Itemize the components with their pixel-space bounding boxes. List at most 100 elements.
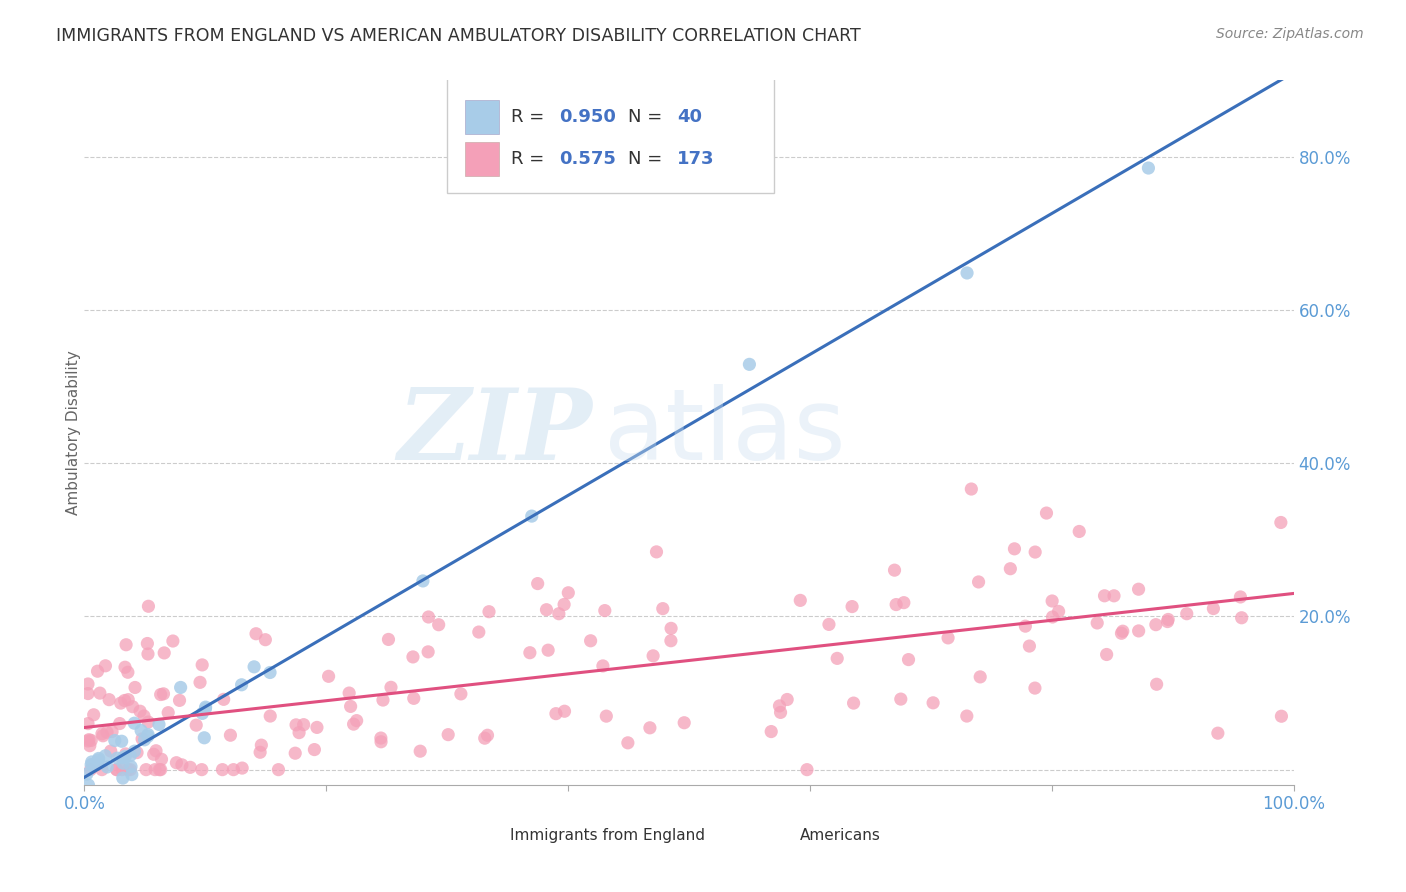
- Point: [370, 735, 392, 749]
- Point: [211, 763, 233, 777]
- Point: [194, 700, 217, 714]
- Point: [91, 729, 114, 743]
- Point: [243, 660, 266, 674]
- FancyBboxPatch shape: [744, 824, 789, 848]
- FancyBboxPatch shape: [453, 824, 499, 848]
- Point: [121, 767, 143, 781]
- Point: [651, 601, 673, 615]
- Point: [212, 692, 235, 706]
- Point: [1144, 617, 1167, 632]
- Point: [245, 626, 267, 640]
- Point: [105, 763, 128, 777]
- Point: [789, 593, 811, 607]
- Point: [179, 760, 201, 774]
- Point: [77, 677, 100, 691]
- Point: [673, 715, 696, 730]
- Point: [188, 675, 211, 690]
- Text: 40: 40: [676, 108, 702, 126]
- Point: [112, 756, 135, 771]
- Point: [77, 778, 100, 792]
- Point: [1206, 726, 1229, 740]
- Point: [136, 729, 159, 743]
- Point: [96, 725, 118, 739]
- Point: [191, 657, 214, 672]
- Point: [120, 748, 142, 763]
- Point: [617, 736, 640, 750]
- Point: [437, 728, 460, 742]
- Point: [547, 607, 569, 621]
- Point: [117, 763, 139, 777]
- Point: [149, 688, 172, 702]
- Point: [1024, 681, 1046, 695]
- Point: [1270, 709, 1292, 723]
- Point: [536, 603, 558, 617]
- Text: R =: R =: [512, 108, 550, 126]
- Point: [136, 636, 159, 650]
- Text: atlas: atlas: [605, 384, 846, 481]
- Point: [841, 599, 863, 614]
- Text: N =: N =: [628, 108, 668, 126]
- Point: [136, 714, 159, 729]
- Point: [86, 756, 108, 770]
- Point: [114, 747, 136, 761]
- Point: [339, 699, 361, 714]
- Point: [162, 634, 184, 648]
- Point: [114, 749, 136, 764]
- Point: [884, 598, 907, 612]
- Point: [645, 545, 668, 559]
- Point: [371, 693, 394, 707]
- Point: [153, 646, 176, 660]
- Point: [380, 681, 402, 695]
- Point: [890, 692, 912, 706]
- Point: [659, 633, 682, 648]
- Point: [129, 723, 152, 738]
- Point: [125, 746, 148, 760]
- Text: IMMIGRANTS FROM ENGLAND VS AMERICAN AMBULATORY DISABILITY CORRELATION CHART: IMMIGRANTS FROM ENGLAND VS AMERICAN AMBU…: [56, 27, 860, 45]
- Point: [377, 632, 399, 647]
- Point: [402, 649, 425, 664]
- Point: [134, 732, 156, 747]
- Point: [250, 738, 273, 752]
- Point: [1137, 161, 1160, 175]
- Point: [110, 696, 132, 710]
- Point: [98, 692, 121, 706]
- Point: [284, 746, 307, 760]
- Point: [105, 763, 128, 777]
- Point: [157, 706, 180, 720]
- Point: [1035, 506, 1057, 520]
- Point: [769, 706, 792, 720]
- Point: [111, 763, 134, 777]
- Point: [342, 717, 364, 731]
- Point: [117, 665, 139, 680]
- Point: [191, 763, 214, 777]
- FancyBboxPatch shape: [465, 143, 499, 176]
- Point: [165, 756, 187, 770]
- Point: [659, 621, 682, 635]
- Point: [83, 707, 105, 722]
- Text: Source: ZipAtlas.com: Source: ZipAtlas.com: [1216, 27, 1364, 41]
- Point: [402, 691, 425, 706]
- Point: [101, 724, 124, 739]
- Point: [1000, 562, 1022, 576]
- Point: [131, 731, 153, 746]
- Point: [643, 648, 665, 663]
- Point: [145, 744, 167, 758]
- Point: [1018, 639, 1040, 653]
- Point: [579, 633, 602, 648]
- Point: [288, 725, 311, 739]
- Point: [231, 678, 253, 692]
- Point: [922, 696, 945, 710]
- Point: [80, 733, 103, 747]
- Point: [91, 763, 114, 777]
- Point: [152, 687, 174, 701]
- Point: [82, 757, 104, 772]
- Point: [117, 692, 139, 706]
- Point: [121, 699, 143, 714]
- Point: [893, 596, 915, 610]
- Point: [143, 763, 166, 777]
- Point: [768, 698, 790, 713]
- Point: [337, 686, 360, 700]
- Point: [554, 704, 576, 718]
- Point: [956, 709, 979, 723]
- Text: Americans: Americans: [800, 828, 882, 843]
